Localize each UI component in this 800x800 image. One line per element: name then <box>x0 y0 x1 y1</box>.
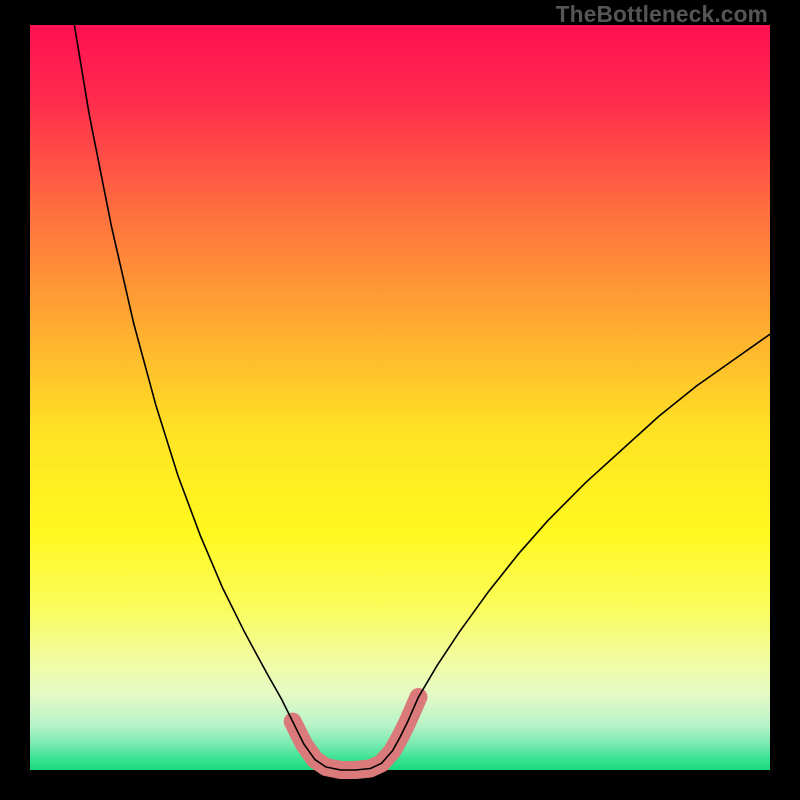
watermark-text: TheBottleneck.com <box>556 1 768 28</box>
plot-background <box>30 25 770 770</box>
chart-container: TheBottleneck.com <box>0 0 800 800</box>
bottleneck-chart <box>0 0 800 800</box>
